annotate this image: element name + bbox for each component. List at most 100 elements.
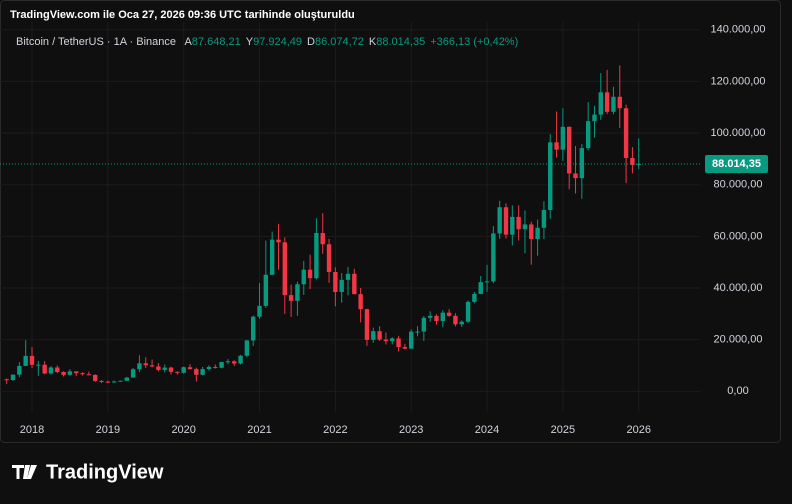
candle-body: [446, 312, 452, 316]
candle-body: [244, 340, 250, 356]
candle-body: [585, 121, 591, 149]
x-tick-label: 2026: [626, 424, 650, 436]
candle-body: [93, 374, 98, 381]
candle-body: [225, 361, 231, 363]
candle-body: [282, 242, 287, 296]
candle-body: [522, 224, 528, 230]
x-tick-label: 2020: [171, 424, 195, 436]
candle-body: [67, 371, 73, 375]
candle-body: [48, 367, 54, 374]
candle-body: [516, 216, 521, 230]
candle-body: [371, 331, 376, 340]
candle-body: [137, 363, 142, 370]
candle-body: [74, 371, 79, 374]
candle-body: [636, 164, 641, 166]
candle-body: [491, 233, 496, 282]
candle-body: [497, 207, 502, 234]
candle-body: [472, 293, 477, 302]
candle-body: [10, 374, 16, 381]
candle-body: [149, 365, 155, 367]
candle-body: [326, 244, 332, 272]
candle-body: [598, 92, 603, 115]
candle-body: [339, 279, 344, 292]
candle-body: [611, 96, 616, 112]
candle-body: [548, 142, 553, 210]
candle-body: [554, 142, 559, 150]
candle-body: [383, 339, 389, 342]
last-price-box: [705, 155, 768, 174]
candle-body: [288, 295, 294, 301]
x-tick-label: 2024: [475, 424, 499, 436]
y-tick-label: 0,00: [727, 385, 748, 397]
candle-body: [162, 367, 167, 370]
last-price-label: 88.014,35: [712, 158, 761, 170]
candle-body: [251, 316, 256, 341]
ohlc-value: 97.924,49: [253, 36, 302, 48]
candle-body: [156, 366, 161, 370]
candle-body: [453, 315, 458, 325]
candle-body: [427, 315, 433, 318]
y-tick-label: 20.000,00: [714, 334, 763, 346]
y-tick-label: 140.000,00: [710, 24, 765, 36]
candle-body: [377, 331, 382, 340]
candle-body: [510, 216, 515, 235]
candle-body: [604, 92, 610, 112]
candle-body: [592, 114, 597, 122]
candle-body: [181, 367, 186, 373]
candle-body: [80, 373, 85, 375]
candle-body: [301, 269, 306, 285]
candle-body: [86, 374, 92, 376]
y-tick-label: 120.000,00: [710, 75, 765, 87]
candle-body: [459, 321, 464, 325]
candle-body: [567, 126, 572, 174]
y-tick-label: 60.000,00: [714, 230, 763, 242]
symbol: Bitcoin / TetherUS · 1A · Binance: [16, 36, 176, 48]
candle-body: [295, 284, 300, 301]
candle-body: [213, 366, 218, 368]
candle-body: [168, 367, 174, 372]
x-tick-label: 2018: [20, 424, 44, 436]
candle-body: [396, 338, 401, 348]
candle-body: [143, 363, 148, 366]
ohlc-key: Y: [246, 36, 254, 48]
y-tick-label: 40.000,00: [714, 282, 763, 294]
candle-body: [61, 371, 66, 375]
candle-body: [345, 273, 351, 280]
candle-body: [402, 347, 408, 349]
candle-body: [434, 315, 439, 322]
candle-body: [175, 371, 180, 373]
candle-body: [124, 377, 129, 381]
candle-body: [200, 369, 205, 375]
candle-body: [478, 282, 483, 294]
ohlc-key: D: [307, 36, 315, 48]
candle-body: [42, 364, 47, 374]
ohlc-key: A: [184, 36, 192, 48]
candle-body: [465, 301, 471, 322]
candle-body: [130, 369, 136, 378]
candle-body: [560, 126, 566, 150]
change: +366,13 (+0,42%): [430, 36, 518, 48]
y-tick-label: 80.000,00: [714, 179, 763, 191]
candle-body: [257, 305, 262, 317]
candle-body: [579, 148, 585, 179]
candle-body: [352, 273, 357, 295]
x-tick-label: 2022: [323, 424, 347, 436]
ohlc-value: 87.648,21: [192, 36, 241, 48]
x-tick-label: 2021: [247, 424, 271, 436]
candle-body: [232, 361, 237, 364]
x-tick-label: 2025: [551, 424, 575, 436]
created-note: TradingView.com ile Oca 27, 2026 09:36 U…: [10, 9, 355, 21]
candle-body: [623, 108, 629, 158]
candle-body: [484, 281, 490, 283]
logo-icon: [12, 465, 37, 479]
candle-body: [17, 365, 22, 375]
candle-body: [105, 381, 111, 383]
candle-body: [358, 294, 363, 310]
candle-body: [36, 364, 41, 366]
candle-body: [333, 271, 338, 292]
candle-body: [314, 233, 319, 279]
candle-body: [111, 381, 117, 383]
symbol-legend: Bitcoin / TetherUS · 1A · Binance A87.64…: [16, 36, 518, 48]
candle-body: [573, 173, 578, 179]
